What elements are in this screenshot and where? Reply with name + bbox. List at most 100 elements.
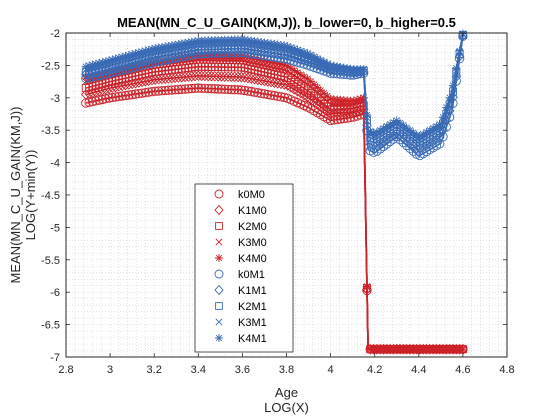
data-point — [313, 54, 322, 63]
data-point — [196, 83, 207, 93]
data-point — [409, 128, 418, 137]
data-point — [101, 57, 110, 66]
data-point — [131, 61, 140, 71]
legend-marker — [215, 318, 223, 326]
x-tick-label: 4 — [328, 364, 334, 376]
y-tick-label: -6 — [50, 287, 60, 299]
data-point — [266, 90, 276, 100]
data-point — [114, 65, 124, 75]
data-point — [160, 85, 170, 96]
data-point — [147, 86, 157, 97]
data-point — [256, 38, 266, 47]
y-tick-label: -3 — [50, 93, 60, 105]
data-point — [88, 71, 97, 80]
data-point — [137, 88, 147, 98]
data-point — [412, 130, 421, 140]
data-point — [376, 126, 385, 135]
data-point — [157, 42, 167, 52]
data-point — [286, 43, 296, 52]
data-point — [233, 71, 243, 83]
data-point — [246, 86, 256, 97]
chart-title: MEAN(MN_C_U_GAIN(KM,J)), b_lower=0, b_hi… — [117, 15, 456, 30]
data-point — [309, 80, 319, 89]
data-point — [389, 118, 398, 127]
data-point — [372, 139, 382, 151]
data-point — [309, 52, 319, 61]
x-tick-label: 4.4 — [411, 364, 426, 376]
data-point — [177, 39, 186, 48]
legend-item: k0M1 — [214, 269, 265, 281]
data-point — [253, 74, 263, 86]
y-tick-label: -4 — [50, 158, 60, 170]
x-axis-sublabel: LOG(X) — [264, 400, 309, 415]
data-point — [422, 127, 431, 137]
legend-marker — [214, 284, 224, 296]
data-point — [349, 96, 358, 105]
data-point — [339, 63, 349, 72]
data-point — [213, 84, 223, 94]
data-point — [256, 75, 266, 86]
data-point — [108, 55, 117, 64]
data-point — [319, 57, 329, 67]
y-tick-label: -5 — [50, 222, 60, 234]
data-point — [154, 43, 163, 52]
data-point — [91, 70, 100, 80]
data-point — [216, 71, 227, 82]
data-point — [121, 64, 130, 73]
data-point — [253, 37, 263, 46]
data-point — [316, 55, 325, 65]
data-point — [190, 83, 200, 93]
data-point — [130, 89, 141, 99]
data-point — [342, 64, 352, 73]
data-point — [293, 45, 302, 55]
legend-label: k0M0 — [238, 189, 265, 201]
data-point — [256, 88, 266, 98]
legend-item: K2M1 — [215, 301, 267, 313]
legend-item: K4M1 — [215, 333, 267, 345]
data-point — [266, 76, 276, 88]
data-point — [124, 63, 134, 72]
data-point — [299, 72, 309, 82]
x-tick-label: 4.8 — [499, 364, 514, 376]
data-point — [323, 91, 332, 101]
data-point — [385, 120, 395, 129]
data-point — [203, 70, 214, 82]
data-point — [276, 60, 286, 69]
data-point — [323, 59, 332, 68]
series-layer — [81, 29, 468, 355]
data-point — [395, 118, 405, 128]
data-point — [144, 87, 154, 97]
data-point — [260, 56, 269, 66]
legend-label: K2M1 — [238, 301, 267, 313]
x-tick-label: 3.4 — [191, 364, 206, 376]
legend-marker — [214, 269, 224, 279]
data-point — [290, 66, 299, 75]
data-point — [226, 84, 237, 95]
data-point — [200, 70, 210, 82]
legend-item: K3M0 — [215, 237, 267, 249]
data-point — [184, 38, 193, 47]
data-point — [246, 73, 257, 84]
data-point — [382, 122, 392, 131]
data-point — [432, 122, 441, 131]
data-point — [451, 71, 462, 83]
data-point — [392, 116, 401, 125]
data-point — [190, 70, 200, 82]
legend-box — [194, 183, 294, 353]
data-point — [226, 71, 237, 83]
legend-marker — [215, 334, 223, 342]
data-point — [259, 89, 270, 99]
data-point — [104, 93, 114, 103]
data-point — [220, 84, 230, 94]
data-point — [84, 72, 94, 81]
data-point — [127, 89, 137, 100]
data-point — [253, 88, 263, 98]
data-point — [442, 103, 451, 112]
data-point — [107, 92, 117, 103]
data-point — [114, 53, 124, 63]
data-point — [216, 84, 227, 94]
data-point — [187, 37, 196, 47]
x-tick-label: 3 — [107, 364, 113, 376]
data-point — [438, 113, 448, 122]
data-point — [359, 65, 368, 74]
